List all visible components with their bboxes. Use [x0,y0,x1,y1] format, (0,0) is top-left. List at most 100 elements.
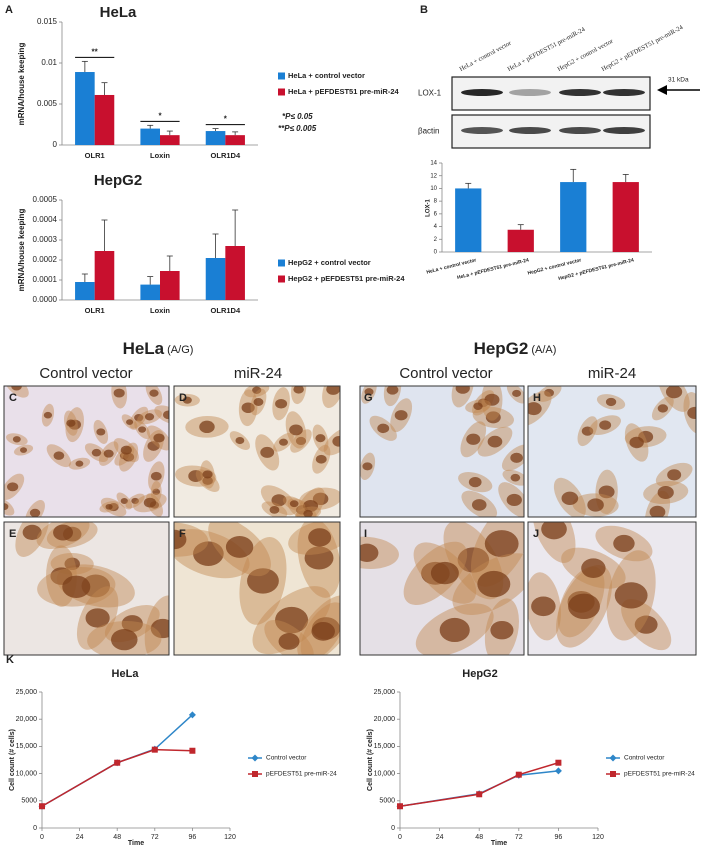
group-title: HepG2 [474,339,529,358]
nucleus [295,436,307,446]
group-heading: HeLa (A/G) [123,339,194,358]
marker [114,759,121,766]
nucleus [484,393,500,406]
nucleus [544,388,554,397]
nucleus [581,426,594,436]
y-tick-label: 2 [434,237,438,243]
error-bar [147,276,154,285]
marker [188,711,196,719]
x-tick-label: 72 [151,834,159,841]
nucleus [293,386,304,394]
nucleus [386,386,399,395]
nucleus [149,389,159,397]
error-bar [465,182,472,189]
bar [75,282,95,300]
line [399,770,559,807]
y-tick-label: 6 [434,211,438,217]
x-tick-label: 72 [515,834,523,841]
nucleus [162,410,169,420]
nucleus [247,568,279,594]
nucleus [303,509,313,517]
nucleus [271,494,287,507]
group-heading: HepG2 (A/A) [474,339,557,358]
legend-marker [251,754,259,762]
nucleus [304,546,334,570]
x-tick-label: OLR1D4 [211,306,241,315]
nucleus [113,388,125,398]
legend-label: pEFDEST51 pre-miR-24 [624,771,695,778]
y-tick-label: 0.0000 [33,295,58,304]
nucleus [485,411,501,424]
nucleus [360,543,379,562]
blot-band [461,127,503,134]
y-tick-label: 25,000 [374,689,396,696]
legend-label: Control vector [624,755,665,762]
nucleus [308,528,332,547]
panel-letter: F [179,528,186,540]
y-tick-label: 0.01 [41,58,57,67]
nucleus [599,420,612,430]
panel-letter: K [6,654,14,666]
legend-swatch [278,275,285,283]
nucleus [131,497,139,505]
bar [160,271,180,300]
nucleus [147,441,160,451]
error-bar [166,130,173,136]
nucleus [111,629,138,651]
y-tick-label: 0 [434,250,438,256]
nucleus [279,438,288,446]
marker [151,746,158,753]
nucleus [138,426,147,433]
nucleus [581,558,606,578]
nucleus [53,451,65,460]
nucleus [629,436,644,449]
panel-letter: I [364,528,367,540]
x-tick-label: OLR1 [85,151,105,160]
nucleus [332,436,340,447]
nucleus [150,618,169,639]
legend-label: HepG2 + control vector [288,258,371,267]
x-tick-label: 120 [592,834,604,841]
nucleus [394,410,408,421]
nucleus [143,497,157,508]
nucleus [473,402,483,410]
nucleus [225,535,254,558]
legend-swatch [278,88,285,96]
micrograph-frame [359,385,525,518]
marker [39,803,45,810]
micrograph-bg [4,386,169,517]
legend-marker [610,771,616,777]
blot-row-label: LOX-1 [418,89,442,98]
y-tick-label: 5000 [379,798,395,805]
nucleus [66,419,76,427]
legend-label: pEFDEST51 pre-miR-24 [266,771,337,778]
y-tick-label: 4 [434,224,438,230]
y-tick-label: 14 [430,161,437,167]
nucleus [11,386,22,391]
nucleus [289,500,299,508]
nucleus [665,386,683,399]
bar [507,229,534,252]
nucleus [20,447,28,453]
marker [554,767,562,775]
nucleus [150,471,162,481]
y-tick-label: 15,000 [374,743,396,750]
nucleus [484,530,519,558]
chart-title: HeLa [112,668,140,680]
nucleus [252,386,262,394]
nucleus [182,396,192,404]
nucleus [43,411,53,419]
nucleus [121,615,143,633]
bar [205,131,226,145]
error-bar [212,128,219,132]
bar [75,72,95,145]
nucleus [199,420,215,434]
nucleus [174,529,187,550]
y-tick-label: 0.0001 [33,275,58,284]
legend-label: HepG2 + pEFDEST51 pre-miR-24 [288,274,405,283]
nucleus [153,433,165,443]
panel-letter: G [364,392,373,404]
y-tick-label: 0 [391,825,395,832]
nucleus [687,406,696,419]
nucleus [105,503,113,510]
